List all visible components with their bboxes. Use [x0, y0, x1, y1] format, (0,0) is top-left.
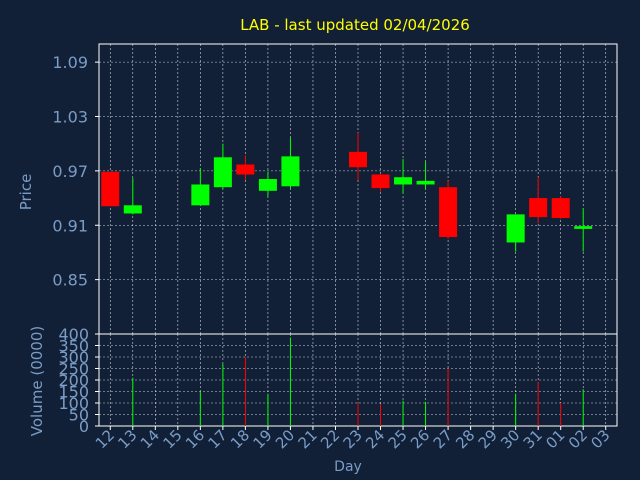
volume-tick-label: 150 — [58, 383, 89, 402]
candle-body — [281, 156, 300, 187]
price-tick-label: 1.09 — [52, 53, 88, 72]
candle-body — [529, 198, 548, 218]
volume-tick-label: 0 — [79, 417, 89, 436]
candle-body — [213, 157, 232, 188]
x-axis: 1213141516171819202122232425262728293031… — [92, 426, 614, 452]
volume-bars — [132, 337, 584, 426]
candle-body — [348, 151, 368, 168]
price-tick-label: 0.91 — [52, 216, 88, 235]
x-tick-label: 03 — [587, 426, 613, 452]
price-grid — [98, 43, 618, 335]
price-tick-label: 0.85 — [52, 271, 88, 290]
price-axis: 0.85 0.91 0.97 1.03 1.09 — [52, 53, 99, 290]
candle-body — [191, 184, 210, 206]
candle-body — [394, 177, 413, 185]
volume-tick-label: 200 — [58, 371, 89, 390]
candle-body — [101, 171, 120, 207]
volume-tick-label: 250 — [58, 360, 89, 379]
volume-axis-label: Volume (0000) — [28, 326, 46, 436]
candle-body — [123, 205, 142, 214]
x-axis-label: Day — [334, 459, 362, 475]
volume-tick-label: 400 — [58, 325, 89, 344]
candle-body — [574, 226, 593, 229]
candle-body — [236, 164, 255, 175]
candle-body — [551, 198, 570, 218]
candles — [101, 132, 593, 252]
price-tick-label: 0.97 — [52, 162, 88, 181]
volume-tick-label: 300 — [58, 348, 89, 367]
volume-tick-label: 350 — [58, 337, 89, 356]
candle-body — [506, 214, 525, 243]
candle-body — [258, 179, 277, 191]
price-axis-label: Price — [17, 174, 35, 211]
price-tick-label: 1.03 — [52, 108, 88, 127]
candle-body — [371, 174, 390, 189]
volume-tick-label: 50 — [69, 406, 89, 425]
price-panel: 0.85 0.91 0.97 1.03 1.09 Price — [17, 43, 618, 335]
chart-title: LAB - last updated 02/04/2026 — [240, 16, 470, 34]
candle-body — [439, 187, 458, 238]
candle-body — [416, 180, 435, 185]
volume-tick-label: 100 — [58, 394, 89, 413]
